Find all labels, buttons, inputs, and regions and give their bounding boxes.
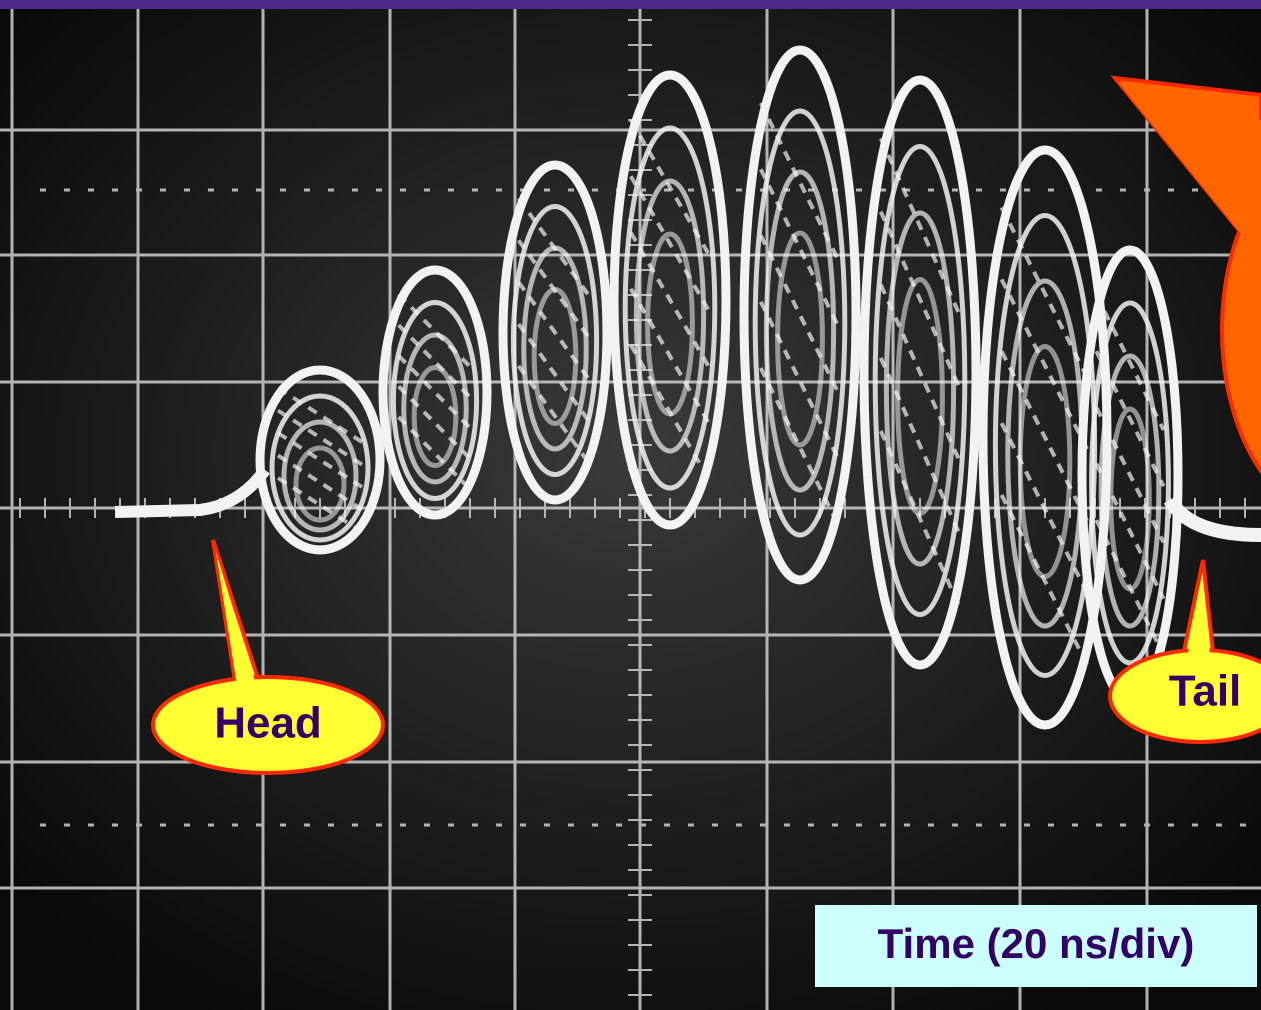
scope-screenshot: Head Tail Time (20 ns/div) (0, 0, 1261, 1010)
tail-label: Tail (1169, 667, 1242, 716)
page: Head Tail Time (20 ns/div) (() => { cons… (0, 0, 1261, 1010)
head-label: Head (214, 699, 322, 748)
top-bar (0, 0, 1261, 9)
time-note: Time (20 ns/div) (878, 920, 1195, 967)
